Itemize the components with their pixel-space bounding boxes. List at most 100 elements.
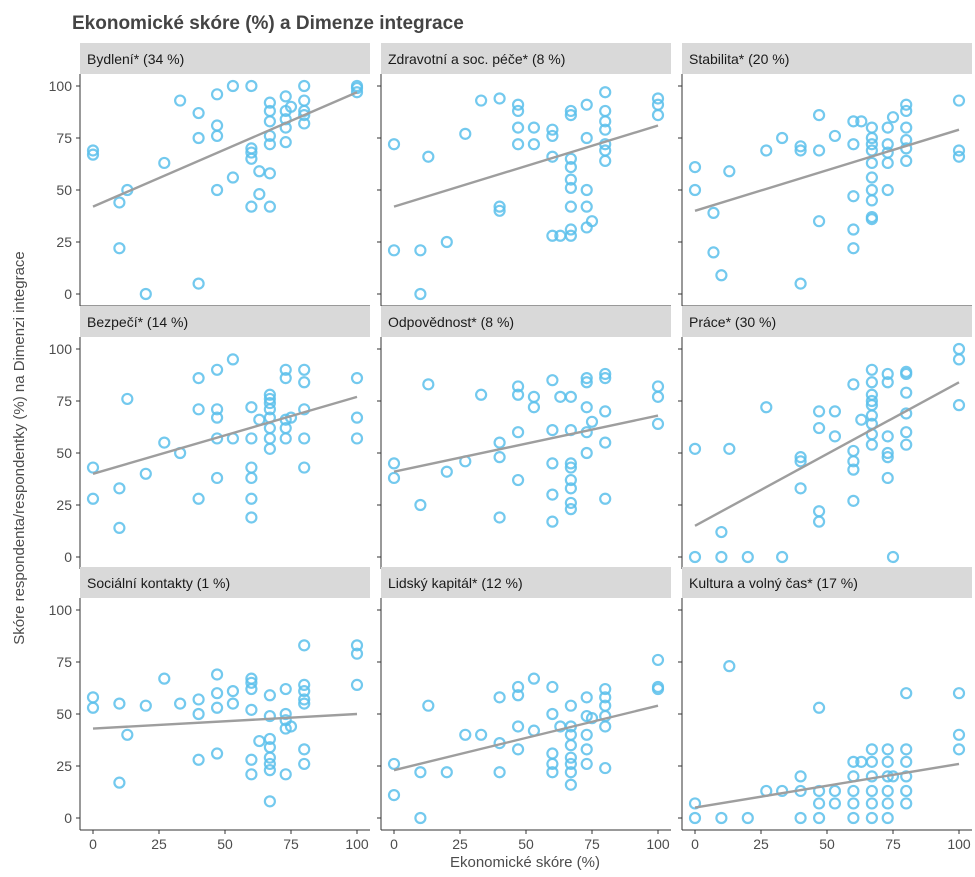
data-point [585,415,599,428]
data-point [794,144,807,157]
data-point [865,394,878,408]
data-point [387,789,401,802]
data-point [900,121,913,134]
data-point [599,86,612,99]
data-point [192,492,205,505]
data-point [121,728,134,741]
facet-label: Bydlení* (34 %) [87,51,184,67]
data-point [493,436,506,449]
data-point [707,246,720,259]
data-point [511,426,525,439]
data-point [210,701,224,714]
data-point [511,689,525,702]
data-point [900,438,913,451]
data-point [580,376,593,389]
data-point [387,457,401,470]
x-tick-label: 100 [947,836,971,852]
data-point [828,430,842,443]
data-point [881,183,894,197]
data-point [511,98,525,111]
data-point [707,206,720,219]
data-point [350,678,364,691]
data-point [245,142,258,155]
data-point [847,784,860,798]
data-point [900,365,913,378]
data-point [651,92,665,105]
data-point [688,811,702,825]
data-point [192,707,205,721]
data-point [900,770,913,783]
data-point [599,761,612,775]
facet-strip [80,306,370,337]
data-point [210,471,224,485]
x-tick-label: 0 [691,836,699,852]
data-point [688,183,702,197]
data-point [210,687,224,700]
data-point [546,747,559,760]
facet-label: Odpovědnost* (8 %) [388,314,514,330]
data-point [511,380,525,393]
trend-line [92,395,358,475]
data-point [564,751,577,764]
data-point [139,699,152,712]
data-point [794,451,807,464]
data-point [723,165,736,178]
data-point [192,277,205,290]
data-point [263,200,276,213]
data-point [715,550,728,564]
y-tick-label: 100 [49,341,73,357]
data-point [865,156,878,170]
data-point [794,482,807,495]
data-point [952,144,966,157]
data-point [475,94,488,107]
data-point [546,229,559,242]
data-point [158,672,171,685]
data-point [847,242,860,255]
facet-label: Zdravotní a soc. péče* (8 %) [388,51,565,67]
data-point [113,521,126,534]
data-point [546,374,559,387]
facet-label: Sociální kontakty (1 %) [87,575,230,591]
data-point [263,388,276,401]
data-point [298,117,311,130]
data-point [263,757,276,771]
data-point [952,150,966,163]
data-point [886,111,900,124]
data-point [226,697,240,710]
x-tick-label: 75 [885,836,901,852]
data-point [113,482,126,495]
facet-panel: Lidský kapitál* (12 %) 0 25 50 75 100 [377,567,671,852]
data-point [263,442,276,455]
data-point [210,403,224,416]
data-point [794,455,807,468]
data-point [245,401,258,414]
data-point [263,741,276,754]
data-point [865,743,878,756]
data-point [828,129,842,143]
data-point [226,353,240,366]
data-point [900,755,913,768]
data-point [715,525,728,539]
data-point [715,269,728,282]
data-point [279,432,292,445]
data-point [298,743,311,756]
y-tick-label: 0 [64,549,72,565]
data-point [865,811,878,825]
data-point [263,795,276,808]
data-point [284,100,298,113]
data-point [284,720,298,733]
y-tick-label: 100 [49,78,73,94]
data-point [387,244,401,257]
data-point [210,129,224,143]
data-point [139,467,152,480]
data-point [263,421,276,435]
data-point [580,183,593,197]
trend-line [393,414,659,473]
data-point [298,432,311,445]
data-point [511,121,525,134]
data-point [263,167,276,180]
data-point [886,550,900,564]
x-tick-label: 50 [217,836,233,852]
data-point [245,511,258,524]
data-point [422,699,435,712]
